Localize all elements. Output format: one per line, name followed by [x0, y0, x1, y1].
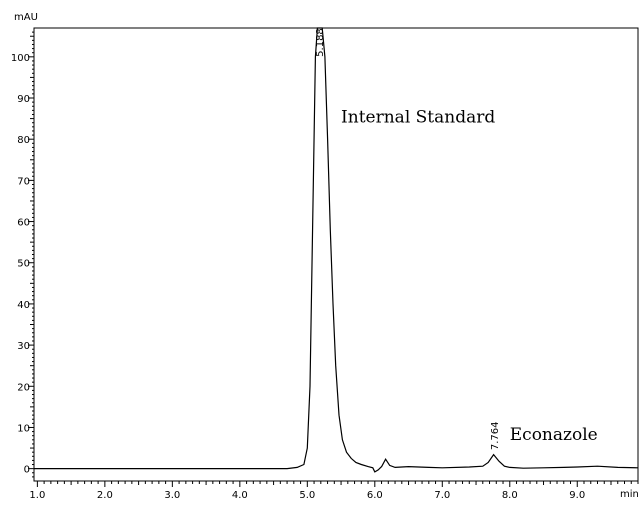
x-tick-label: 4.0	[232, 490, 248, 501]
x-tick-label: 2.0	[97, 490, 113, 501]
y-tick-label: 20	[17, 382, 30, 393]
y-tick-label: 0	[24, 465, 30, 476]
x-tick-label: 5.0	[299, 490, 315, 501]
y-axis: 0 10 20 30 40 50 60 70 80 90 100	[11, 31, 34, 478]
y-tick-label: 80	[17, 135, 30, 146]
y-tick-label: 40	[17, 300, 30, 311]
plot-frame	[33, 27, 639, 482]
y-tick-label: 70	[17, 176, 30, 187]
x-axis-unit-label: min	[620, 489, 639, 500]
peak-labels: 5.188 7.764	[315, 28, 501, 450]
y-tick-label: 30	[17, 341, 30, 352]
x-tick-label: 3.0	[164, 490, 180, 501]
peak-retention-label: 7.764	[490, 421, 501, 450]
y-tick-label: 90	[17, 94, 30, 105]
x-tick-label: 1.0	[29, 490, 45, 501]
y-tick-label: 100	[11, 53, 30, 64]
y-tick-label: 50	[17, 259, 30, 270]
x-tick-label: 7.0	[434, 490, 450, 501]
peak-annotation: Internal Standard	[341, 108, 495, 128]
x-axis: 1.0 2.0 3.0 4.0 5.0 6.0 7.0 8.0 9.0	[29, 481, 639, 501]
peak-annotations: Internal Standard Econazole	[341, 108, 598, 445]
x-tick-label: 8.0	[502, 490, 518, 501]
peak-annotation: Econazole	[510, 425, 598, 445]
y-tick-label: 60	[17, 218, 30, 229]
peak-retention-label: 5.188	[315, 28, 326, 57]
chromatogram-trace	[34, 27, 639, 473]
y-tick-label: 10	[17, 423, 30, 434]
x-tick-label: 9.0	[569, 490, 585, 501]
y-axis-unit-label: mAU	[14, 12, 38, 23]
x-tick-label: 6.0	[367, 490, 383, 501]
